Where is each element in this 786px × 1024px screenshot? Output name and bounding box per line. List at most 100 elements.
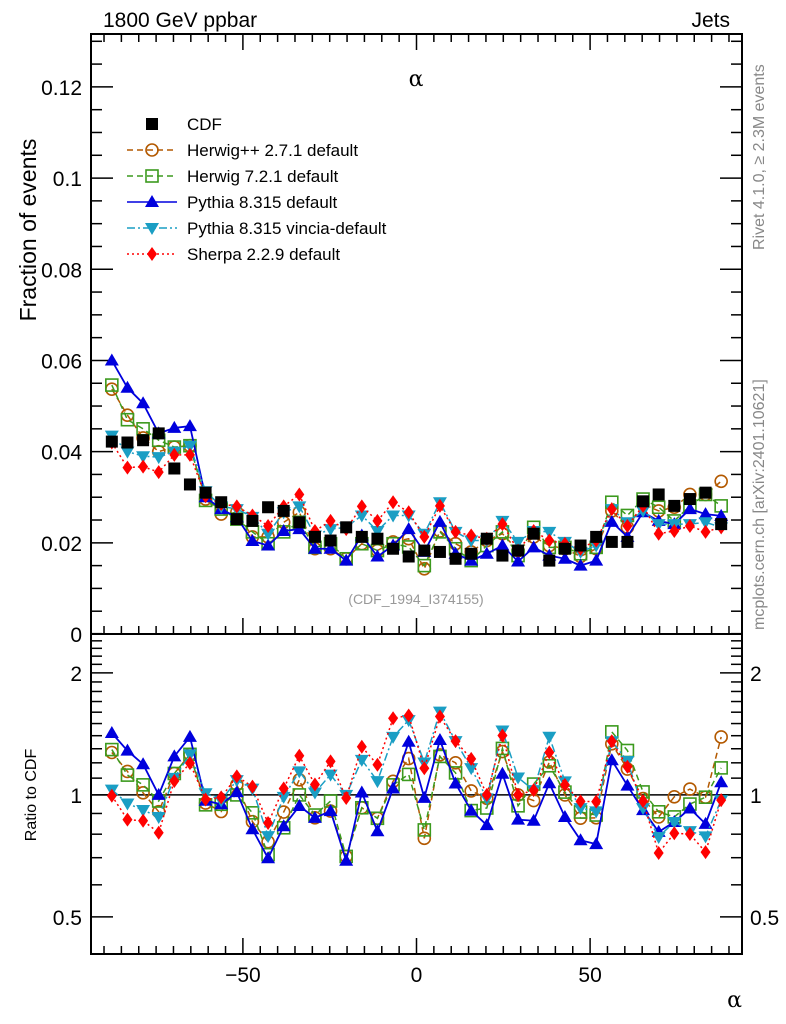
x-tick-label: 50 [578, 964, 601, 987]
data-point [231, 499, 242, 514]
legend-marker [146, 118, 158, 130]
data-point [401, 522, 416, 535]
ratio-point [386, 781, 401, 794]
ratio-point [606, 734, 617, 749]
ratio-point [167, 749, 182, 762]
ratio-point [105, 742, 119, 757]
data-point [182, 419, 197, 432]
ratio-point [638, 794, 649, 809]
ratio-point [231, 769, 242, 784]
ratio-point [216, 790, 227, 805]
ratio-point [401, 767, 416, 782]
ratio-point [434, 709, 445, 724]
data-point [136, 396, 151, 409]
data-point [323, 524, 338, 537]
data-point [590, 530, 603, 543]
ratio-point [698, 790, 713, 805]
data-point [682, 502, 697, 515]
data-point [230, 513, 243, 526]
data-point [120, 380, 135, 393]
ratio-point [276, 791, 291, 804]
ratio-point [169, 773, 180, 788]
ratio-series-line [111, 714, 722, 855]
data-point [182, 440, 197, 453]
ratio-point [511, 772, 526, 785]
series-line [111, 435, 722, 553]
legend-item-herwig-7-2-1-default: Herwig 7.2.1 default [127, 167, 338, 186]
ratio-point [700, 845, 711, 860]
legend-label: CDF [187, 115, 222, 134]
data-point [604, 514, 619, 527]
ratio-point [417, 831, 432, 846]
data-point [323, 541, 338, 554]
ratio-point [526, 813, 541, 826]
y-tick-label: 0.08 [41, 259, 82, 282]
data-point [419, 529, 430, 544]
ratio-point [388, 711, 399, 726]
ratio-point [448, 756, 463, 770]
ratio-point [464, 763, 479, 776]
data-point [136, 451, 151, 464]
data-point [511, 554, 526, 567]
ratio-y-tick-label-right: 0.5 [750, 907, 779, 930]
ratio-point [200, 792, 211, 807]
data-point [215, 496, 228, 509]
ratio-point [294, 748, 305, 763]
data-point [263, 518, 274, 533]
ratio-point [307, 787, 322, 800]
data-point [622, 518, 633, 533]
series-pythia-8-315-default [104, 353, 729, 571]
data-point [261, 528, 276, 541]
ratio-point [307, 810, 322, 823]
data-point [669, 523, 680, 538]
ratio-point [432, 732, 447, 745]
legend-label: Pythia 8.315 vincia-default [187, 219, 387, 238]
ratio-point [589, 806, 604, 819]
data-point [715, 518, 728, 531]
data-point [698, 517, 713, 530]
y-tick-label: 0.12 [41, 77, 82, 100]
data-point [433, 545, 446, 558]
header-right: Jets [691, 9, 730, 32]
ratio-point [403, 708, 414, 723]
legend-marker [145, 223, 159, 235]
data-point [371, 532, 384, 545]
ratio-point [370, 824, 385, 837]
series-line [111, 388, 722, 571]
ratio-point [182, 749, 197, 762]
legend-label: Pythia 8.315 default [187, 193, 338, 212]
data-point [121, 436, 134, 449]
data-point [104, 353, 119, 366]
data-point [245, 533, 260, 546]
ratio-y-tick-label: 0.5 [53, 907, 82, 930]
ratio-point [464, 803, 479, 816]
series-sherpa-2-2-9-default [106, 435, 727, 558]
ratio-point [557, 809, 572, 822]
data-point [621, 535, 634, 548]
ratio-point [714, 730, 728, 744]
data-point [184, 447, 195, 462]
ratio-point [419, 761, 430, 776]
series-line [111, 384, 722, 567]
ratio-point [401, 734, 416, 747]
side-text-mcplots: mcplots.cern.ch [arXiv:2401.10621] [751, 379, 768, 630]
ratio-point [182, 729, 197, 742]
data-point [294, 487, 305, 502]
ratio-point [245, 822, 260, 835]
legend-marker [145, 195, 159, 207]
ratio-point [339, 853, 354, 866]
data-point [355, 530, 368, 543]
data-point [183, 478, 196, 491]
legend: CDF Herwig++ 2.7.1 default Herwig 7.2.1 de… [127, 115, 387, 264]
data-point [589, 553, 604, 566]
data-point [714, 508, 729, 521]
ratio-point [698, 816, 713, 829]
ratio-point [104, 725, 119, 738]
data-point [450, 524, 461, 539]
data-point [479, 546, 494, 559]
data-point [434, 498, 445, 513]
data-point [449, 552, 462, 565]
header-left: 1800 GeV ppbar [103, 9, 257, 32]
ratio-point [261, 831, 276, 844]
series-cdf [105, 427, 728, 567]
